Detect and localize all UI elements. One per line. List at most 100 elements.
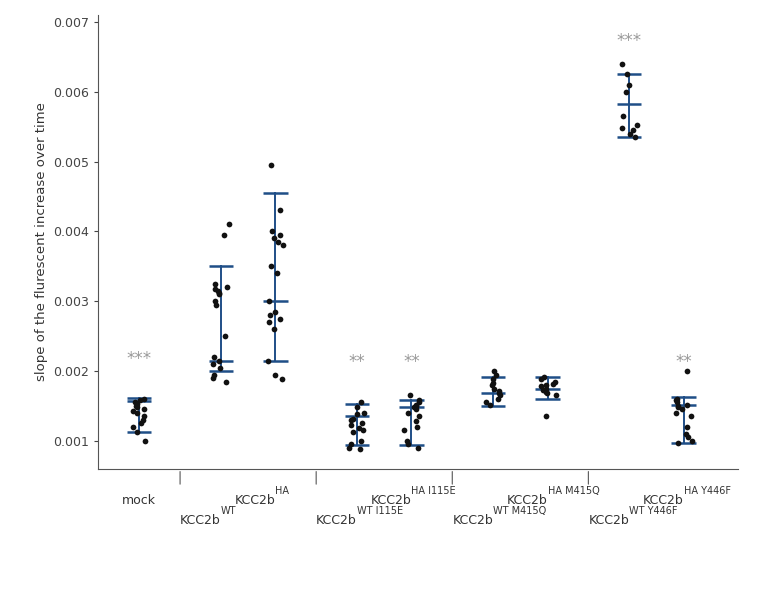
Point [540,387,552,397]
Text: ***: *** [617,32,642,50]
Point [213,288,225,297]
Point [272,237,284,247]
Point [132,403,144,412]
Text: mock: mock [122,494,156,507]
Point [131,408,143,418]
Text: WT I115E: WT I115E [357,506,403,516]
Point [212,286,224,296]
Text: ***: *** [126,350,152,368]
Text: KCC2b: KCC2b [643,494,684,507]
Point [263,296,275,306]
Point [219,331,231,341]
Point [397,426,410,435]
Point [214,363,226,373]
Point [274,206,286,215]
Point [682,433,694,442]
Text: KCC2b: KCC2b [316,514,357,527]
Point [138,404,150,413]
Point [220,377,232,386]
Point [130,401,142,410]
Point [347,428,359,438]
Point [494,391,506,400]
Point [534,382,547,391]
Text: **: ** [349,353,366,371]
Text: HA Y446F: HA Y446F [684,486,731,496]
Point [345,415,357,425]
Point [616,123,628,133]
Point [264,160,276,170]
Point [207,359,219,369]
Point [490,370,502,379]
Point [131,427,143,436]
Point [126,406,139,416]
Point [620,87,632,97]
Point [538,372,550,382]
Point [408,403,420,412]
Point [616,59,628,69]
Point [358,408,370,418]
Text: KCC2b: KCC2b [371,494,412,507]
Point [209,296,221,306]
Point [130,399,142,409]
Text: KCC2b: KCC2b [588,514,629,527]
Point [208,352,220,362]
Point [624,129,636,138]
Point [627,126,639,135]
Point [268,234,280,243]
Text: KCC2b: KCC2b [235,494,276,507]
Point [207,373,220,383]
Point [631,121,643,130]
Point [134,395,146,405]
Point [487,378,499,388]
Point [488,366,500,376]
Point [263,317,275,327]
Point [488,374,500,384]
Point [685,412,697,421]
Point [672,403,684,412]
Point [628,132,640,142]
Point [218,230,230,240]
Point [357,426,369,435]
Point [345,421,357,430]
Point [671,394,683,404]
Point [138,415,150,425]
Point [129,398,141,407]
Text: WT Y446F: WT Y446F [629,506,678,516]
Point [209,279,221,288]
Point [549,377,561,386]
Point [269,370,281,379]
Point [540,412,553,421]
Point [262,356,274,365]
Point [138,412,150,421]
Point [535,374,547,384]
Point [213,290,225,299]
Text: HA: HA [276,486,289,496]
Point [488,383,500,393]
Point [354,444,366,454]
Point [269,307,281,317]
Point [277,240,289,250]
Point [412,443,424,453]
Point [139,436,151,446]
Point [210,284,222,293]
Point [672,401,684,410]
Point [681,422,693,432]
Point [410,400,422,409]
Point [350,409,363,419]
Point [276,374,288,384]
Point [675,404,687,414]
Point [213,356,225,365]
Point [537,385,549,395]
Text: KCC2b: KCC2b [453,514,493,527]
Point [670,395,682,405]
Point [354,424,366,433]
Point [403,439,415,449]
Point [411,422,423,432]
Text: **: ** [675,353,692,371]
Text: HA M415Q: HA M415Q [547,486,600,496]
Point [264,261,276,271]
Text: WT M415Q: WT M415Q [493,506,547,516]
Point [680,429,692,439]
Point [208,370,220,379]
Point [540,383,552,393]
